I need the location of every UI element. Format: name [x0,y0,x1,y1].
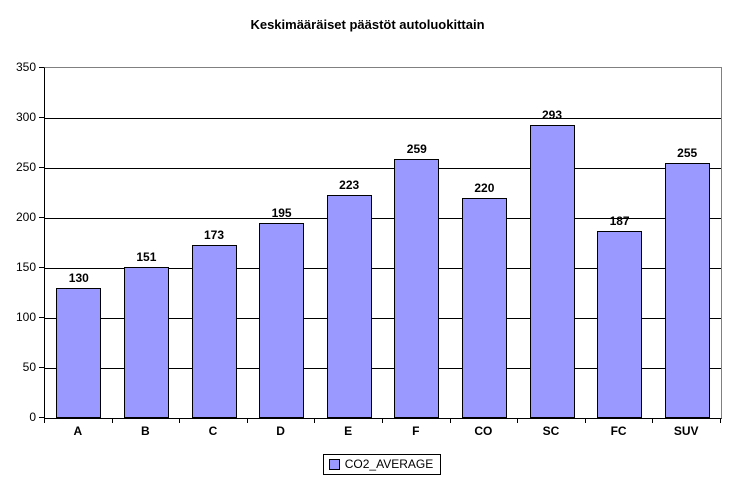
y-axis-label: 250 [15,160,36,174]
x-axis-tick [247,418,248,423]
legend-swatch-icon [328,459,340,470]
y-axis-tick [39,117,44,118]
x-axis-tick [450,418,451,423]
x-axis-tick [382,418,383,423]
category-label: FC [610,424,627,438]
value-label: 223 [339,178,360,192]
x-axis-tick [179,418,180,423]
y-axis-label: 300 [15,110,36,124]
value-label: 187 [609,214,630,228]
gridline [45,318,721,319]
y-axis-tick [39,267,44,268]
value-label: 130 [68,271,89,285]
bar-sc [529,125,575,418]
value-label: 173 [203,228,225,242]
bar-c [191,245,237,418]
y-axis-tick [39,167,44,168]
bar-f [394,159,440,418]
y-axis-tick [39,367,44,368]
x-axis-tick [652,418,653,423]
category-label: SC [542,424,560,438]
category-label: CO [474,424,493,438]
value-label: 220 [474,181,495,195]
value-label: 151 [136,250,157,264]
category-label: SUV [673,424,699,438]
bar-e [326,195,372,418]
y-axis-label: 200 [15,210,36,224]
gridline [45,168,721,169]
y-axis-tick [39,217,44,218]
y-axis-label: 100 [15,310,36,324]
y-axis-label: 350 [15,60,36,74]
plot-area: 130 151 173 195 223 259 220 293 187 255 [44,67,722,419]
legend-box: CO2_AVERAGE [322,454,442,475]
bar-suv [664,163,710,418]
x-axis-tick [112,418,113,423]
y-axis-tick [39,317,44,318]
legend: CO2_AVERAGE [44,454,720,475]
gridline [45,368,721,369]
bar-d [259,223,305,418]
category-label: E [344,424,353,438]
category-label: B [141,424,150,438]
x-axis-tick [720,418,721,423]
x-axis-tick [44,418,45,423]
bar-co [461,198,507,418]
x-axis-tick [585,418,586,423]
chart-title: Keskimääräiset päästöt autoluokittain [250,17,485,32]
legend-label: CO2_AVERAGE [344,457,434,471]
category-label: F [412,424,420,438]
bar-fc [597,231,643,418]
y-axis-tick [39,67,44,68]
bar-b [123,267,169,418]
value-label: 259 [406,142,427,156]
gridline [45,218,721,219]
y-axis-label: 50 [22,360,36,374]
y-axis-label: 0 [29,410,36,424]
gridline [45,268,721,269]
category-label: D [276,424,285,438]
value-label: 255 [677,146,698,160]
x-axis-tick [517,418,518,423]
value-label: 195 [271,206,292,220]
bar-a [56,288,102,418]
y-axis-tick [39,417,44,418]
x-axis-tick [314,418,315,423]
category-label: C [208,424,218,438]
y-axis-label: 150 [15,260,36,274]
category-label: A [73,424,83,438]
gridline [45,118,721,119]
value-label: 293 [541,108,563,122]
